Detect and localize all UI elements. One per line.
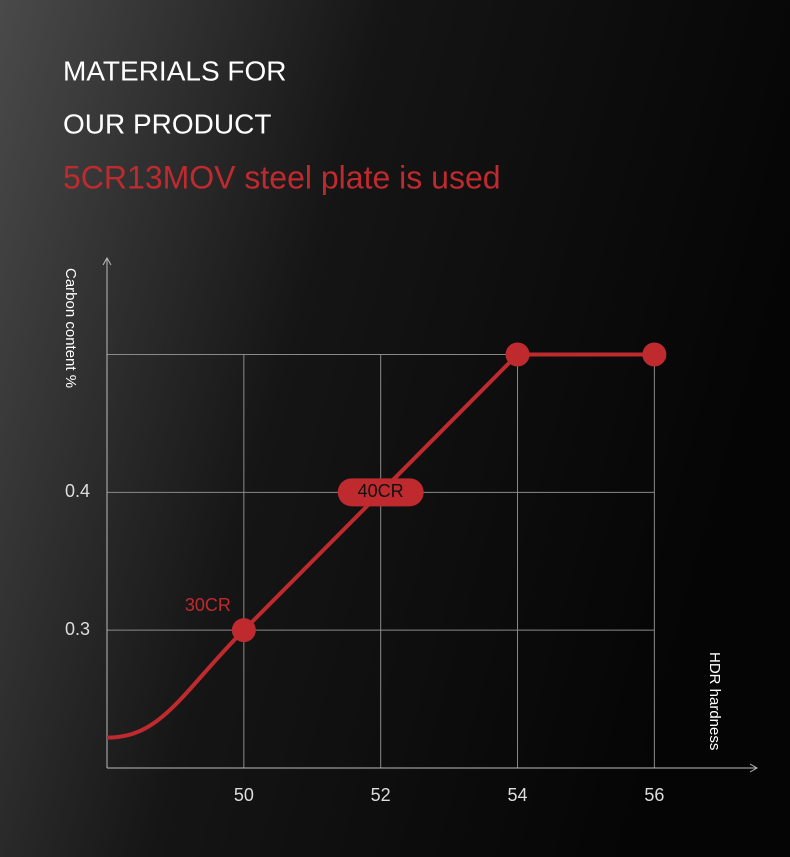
title-line: OUR PRODUCT (63, 108, 271, 139)
y-axis (102, 256, 112, 768)
marker (505, 342, 530, 367)
plot: 0.3 0.4 50 52 54 56 30CR 40CR (65, 256, 759, 805)
x-axis (107, 763, 759, 773)
y-axis-label: Carbon content % (62, 268, 79, 388)
y-tick-label: 0.3 (65, 619, 90, 639)
subtitle: 5CR13MOV steel plate is used (63, 159, 501, 195)
y-tick-label: 0.4 (65, 481, 90, 501)
x-tick-label: 54 (508, 785, 528, 805)
marker (642, 342, 667, 367)
title-line: MATERIALS FOR (63, 55, 287, 86)
point-label: 30CR (185, 595, 231, 615)
x-axis-label: HDR hardness (706, 652, 723, 750)
x-tick-label: 56 (644, 785, 664, 805)
label-pill (337, 478, 424, 507)
x-tick-label: 50 (234, 785, 254, 805)
marker (231, 618, 256, 643)
x-tick-label: 52 (371, 785, 391, 805)
point-label: 40CR (358, 481, 404, 501)
